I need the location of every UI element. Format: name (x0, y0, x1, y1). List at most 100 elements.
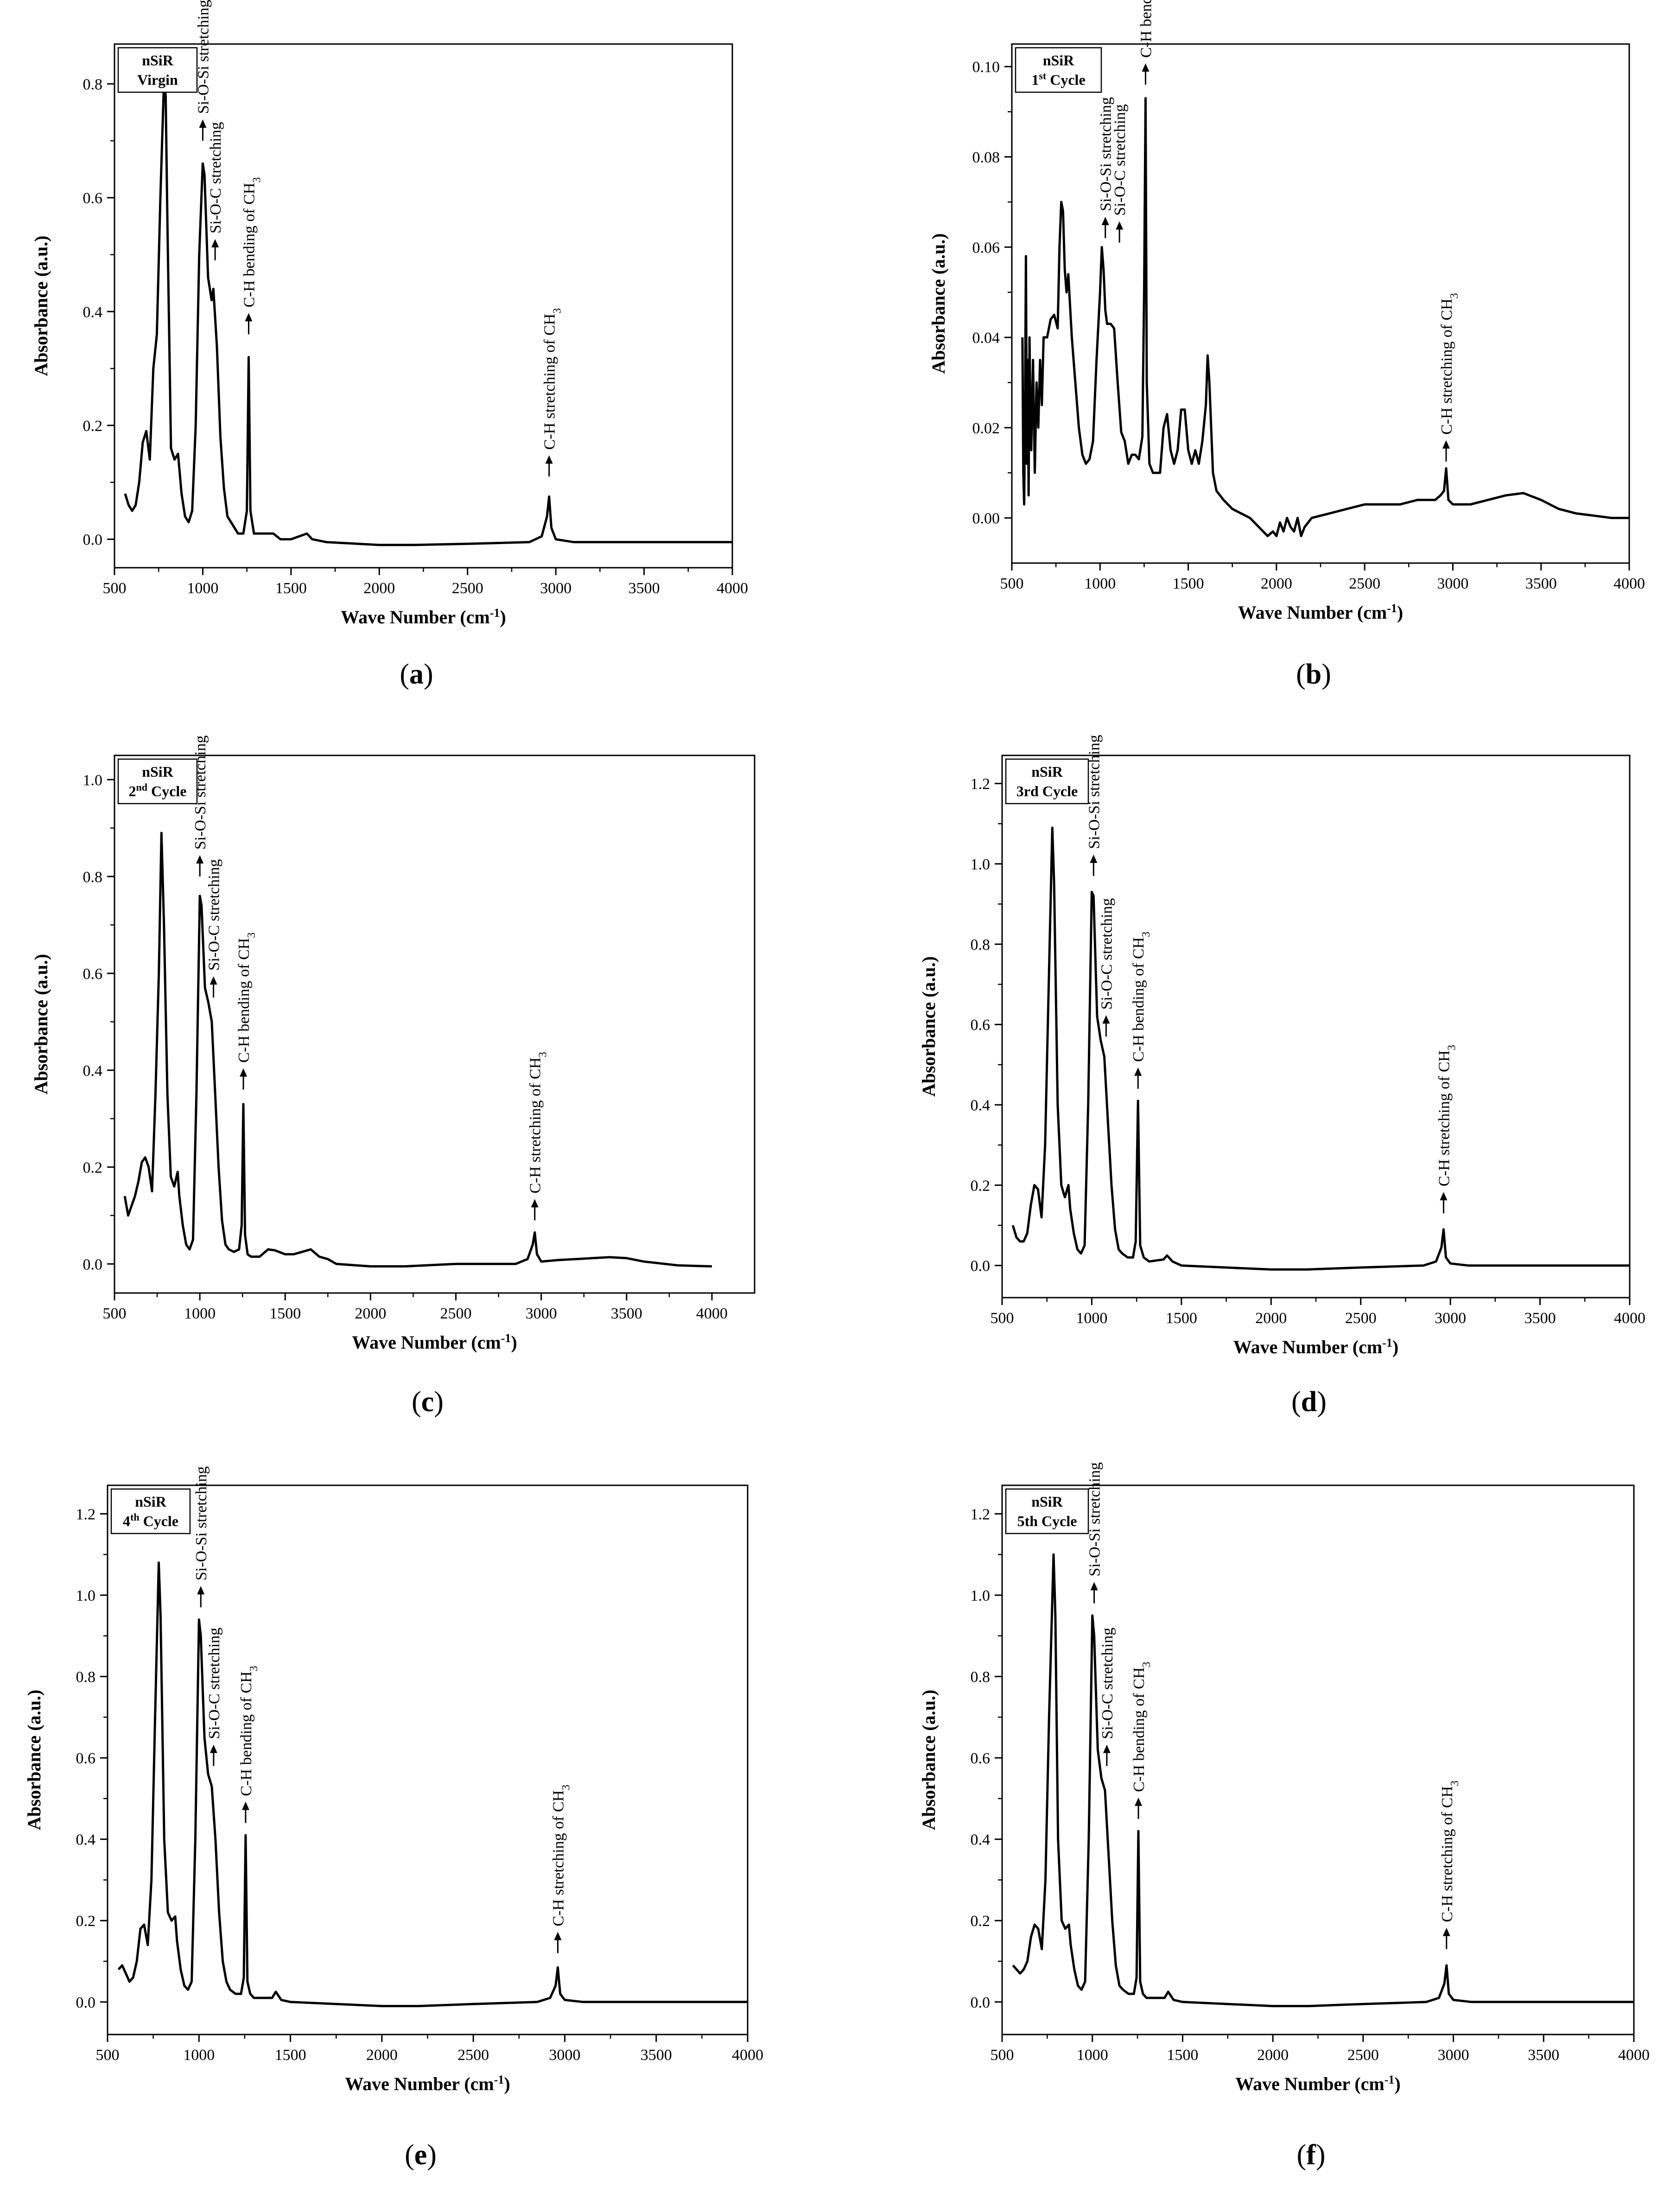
arrowhead (1102, 1015, 1110, 1024)
annotation-label: C-H stretching of CH3 (550, 1785, 572, 1927)
spectrum-line (117, 1561, 748, 2008)
x-tick-label: 4000 (732, 2047, 763, 2064)
annotation-label: Si-O-Si stretching (1098, 97, 1115, 211)
annotation-label: Si-O-C stretching (1098, 898, 1115, 1010)
chart-panel-a: 500 1000 1500 2000 2500 3000 3500 4000 0.0 0.2 0.4… (31, 0, 748, 690)
y-tick-label: 0.8 (76, 1669, 96, 1686)
annotation-label: Si-O-Si stretching (193, 1466, 210, 1580)
legend-sample: nSiR (142, 52, 173, 69)
annotation-label: Si-O-C stretching (1099, 1628, 1116, 1739)
peak-annotation: C-H bending of CH3 (241, 177, 263, 335)
x-tick-label: 1500 (275, 580, 307, 597)
peak-annotation: C-H stretching of CH3 (550, 1785, 572, 1953)
peak-annotation: C-H stretching of CH3 (1435, 1045, 1458, 1213)
annotation-label: C-H bending of CH3 (1130, 932, 1152, 1062)
legend-box (117, 47, 198, 93)
x-axis-label: Wave Number (cm-1) (352, 1331, 517, 1353)
peak-annotation: C-H bending of CH3 (238, 1666, 260, 1823)
panel-caption: (a) (400, 659, 433, 690)
arrowhead (1103, 1744, 1111, 1753)
y-tick-label: 0.8 (83, 868, 103, 886)
y-tick-label: 0.2 (83, 1159, 103, 1176)
x-tick-label: 2000 (1257, 2047, 1289, 2064)
annotation-label: C-H bending of CH3 (1131, 1662, 1153, 1792)
y-tick-label: 0.06 (972, 239, 1000, 256)
sample-legend: nSiR Virgin (117, 47, 198, 93)
arrowhead (1442, 1927, 1450, 1936)
x-tick-label: 500 (991, 2047, 1014, 2064)
peak-annotation: Si-O-Si stretching (1098, 97, 1115, 238)
x-tick-label: 1500 (1173, 575, 1204, 592)
arrowhead (545, 455, 553, 464)
arrowhead (1134, 1067, 1142, 1076)
y-tick-label: 0.4 (83, 304, 103, 321)
arrowhead (1116, 221, 1124, 230)
x-tick-label: 2000 (363, 580, 395, 597)
x-tick-label: 1500 (1166, 1310, 1197, 1327)
arrowhead (241, 1801, 249, 1810)
spectrum-line (1021, 97, 1629, 538)
sample-legend: nSiR 5th Cycle (1005, 1488, 1089, 1534)
x-axis-label: Wave Number (cm-1) (345, 2073, 510, 2095)
y-tick-label: 0.4 (971, 1832, 991, 1849)
x-tick-label: 2500 (1347, 2047, 1379, 2064)
x-tick-label: 3500 (1524, 1310, 1556, 1327)
annotation-label: C-H stretching of CH3 (1439, 1781, 1461, 1922)
peak-annotation: Si-O-C stretching (206, 859, 223, 998)
x-tick-label: 3500 (629, 580, 660, 597)
x-tick-label: 4000 (696, 1305, 728, 1322)
annotation-label: C-H bending of CH3 (235, 932, 258, 1063)
y-axis-label: Absorbance (a.u.) (928, 233, 949, 374)
x-tick-label: 2500 (1349, 575, 1380, 592)
annotation-label: Si-O-C stretching (206, 1628, 223, 1739)
annotation-label: C-H bending of CH3 (241, 177, 263, 307)
x-tick-label: 1500 (1167, 2047, 1198, 2064)
peak-annotation: C-H stretching of CH3 (527, 1052, 549, 1221)
panel-caption: (f) (1297, 2139, 1326, 2171)
y-axis-label: Absorbance (a.u.) (24, 1690, 44, 1830)
peak-annotation: Si-O-Si stretching (192, 735, 209, 877)
peak-annotation: C-H stretching of CH3 (1439, 1781, 1461, 1949)
spectrum-line (1011, 826, 1630, 1271)
x-tick-label: 2000 (355, 1305, 386, 1322)
y-tick-label: 0.4 (76, 1832, 96, 1849)
y-tick-label: 0.4 (971, 1097, 991, 1114)
y-tick-label: 0.8 (83, 76, 103, 93)
annotation-label: C-H stretching of CH3 (1435, 1045, 1458, 1186)
y-tick-label: 1.2 (971, 776, 991, 793)
panel-caption: (e) (405, 2139, 437, 2171)
x-tick-label: 3000 (1438, 2047, 1469, 2064)
y-tick-label: 1.0 (971, 1587, 991, 1604)
x-tick-label: 2500 (452, 580, 483, 597)
arrowhead (197, 1586, 205, 1595)
legend-condition: 5th Cycle (1017, 1513, 1077, 1529)
peak-annotation: Si-O-Si stretching (195, 0, 212, 141)
x-tick-label: 3500 (611, 1305, 642, 1322)
x-tick-label: 4000 (1614, 1310, 1645, 1327)
y-tick-label: 0.4 (83, 1062, 103, 1079)
panel-caption: (c) (412, 1386, 444, 1418)
panel-caption: (b) (1296, 659, 1331, 690)
arrowhead (1442, 440, 1450, 449)
x-tick-label: 1500 (269, 1305, 301, 1322)
x-tick-label: 3500 (1528, 2047, 1559, 2064)
annotation-label: C-H bending of CH3 (1137, 0, 1160, 58)
arrowhead (245, 313, 253, 322)
x-tick-label: 500 (991, 1310, 1014, 1327)
x-tick-label: 3000 (1437, 575, 1468, 592)
x-axis-label: Wave Number (cm-1) (341, 606, 506, 628)
legend-sample: nSiR (142, 763, 173, 780)
legend-condition: 3rd Cycle (1016, 783, 1078, 799)
peak-annotation: C-H stretching of CH3 (1438, 293, 1461, 462)
x-tick-label: 500 (103, 1305, 127, 1322)
legend-condition: 2nd Cycle (129, 781, 187, 800)
y-axis-label: Absorbance (a.u.) (31, 235, 51, 376)
annotation-label: C-H bending of CH3 (238, 1666, 260, 1796)
arrowhead (1101, 216, 1109, 225)
y-tick-label: 0.02 (972, 420, 1000, 437)
x-tick-label: 4000 (1613, 575, 1645, 592)
y-tick-label: 0.8 (971, 1669, 991, 1686)
peak-annotation: C-H bending of CH3 (1131, 1662, 1153, 1819)
y-tick-label: 0.6 (971, 1017, 991, 1034)
